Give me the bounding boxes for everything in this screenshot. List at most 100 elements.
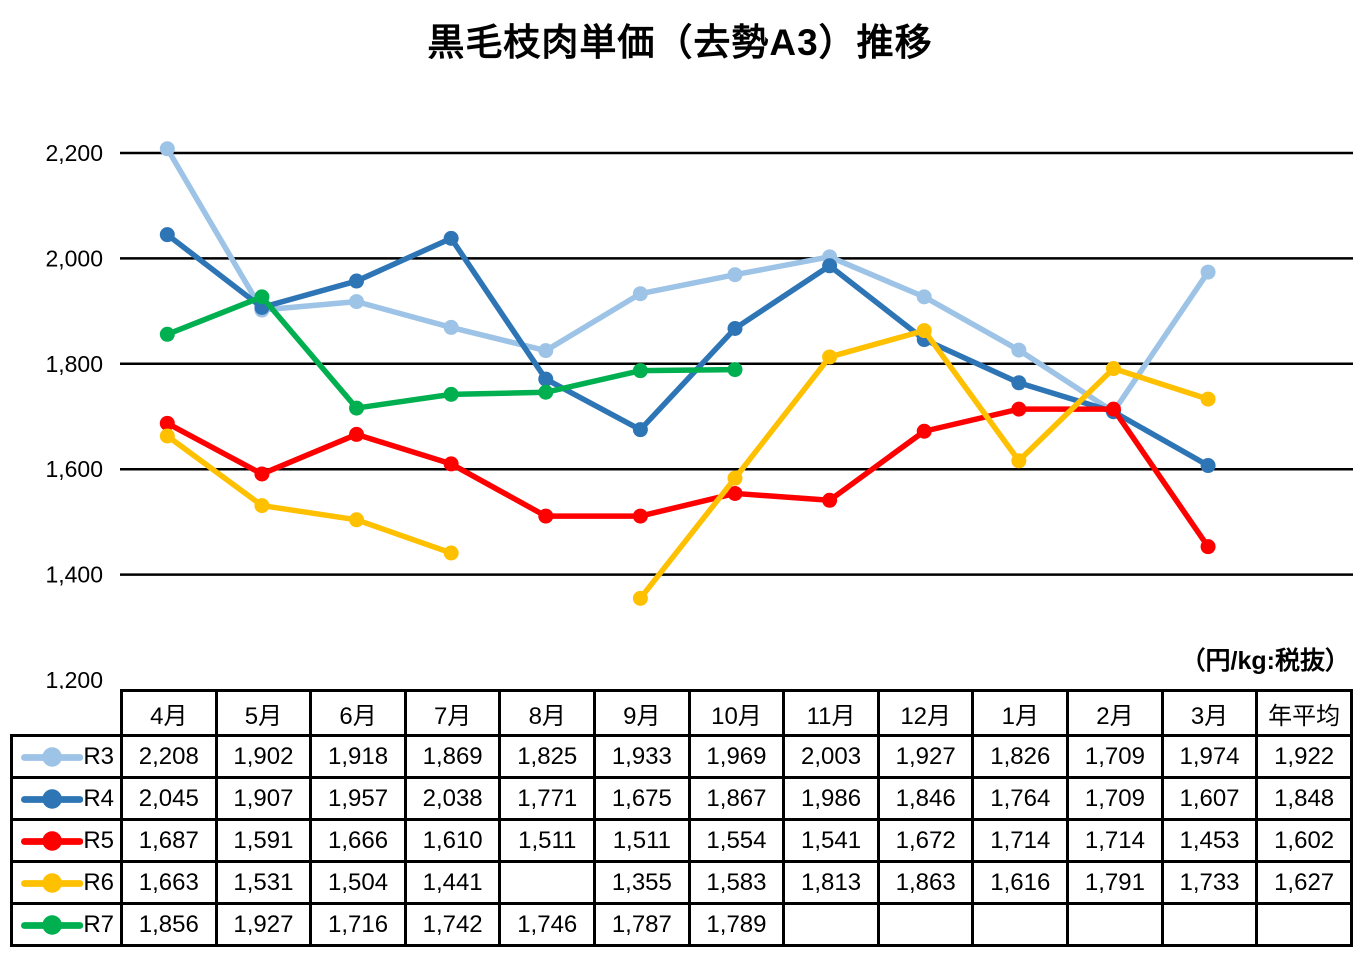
legend-label: R7 [83,910,114,938]
value-cell: 1,856 [120,902,218,947]
legend-cell-R6: R6 [10,860,123,905]
table-row-R5: R5 1,687 1,591 1,666 1,610 1,511 1,511 1,554 1,5… [10,818,1353,863]
data-point-R3 [916,289,932,305]
value-cell: 1,742 [403,902,502,947]
value-cell: 1,867 [687,776,786,821]
data-point-R5 [1105,401,1121,417]
data-point-R7 [254,289,270,305]
value-cell: 1,771 [498,776,597,821]
value-cell: 1,848 [1255,776,1353,821]
value-cell: 1,714 [1066,818,1164,863]
value-cell: 1,922 [1255,734,1353,779]
value-cell: 1,355 [593,860,691,905]
value-cell: 1,902 [214,734,313,779]
table-row-R6: R6 1,663 1,531 1,504 1,441 1,355 1,583 1,813 1,8… [10,860,1353,905]
value-cell: 2,038 [403,776,502,821]
value-cell: 1,716 [309,902,407,947]
data-point-R5 [349,426,365,442]
value-cell [498,860,597,905]
value-cell: 1,672 [876,818,975,863]
y-tick-label: 1,800 [45,351,103,377]
column-header: 9月 [593,689,691,737]
value-cell: 1,607 [1160,776,1259,821]
legend-label: R3 [83,742,114,770]
value-cell: 1,591 [214,818,313,863]
header-row: 4月 5月 6月 7月 8月 9月 10月 11月 12月 1月 2月 3月 年平均 [11,689,1353,737]
value-cell: 1,846 [876,776,975,821]
data-point-R6 [1105,361,1121,377]
legend-label: R6 [83,868,114,896]
value-cell: 1,627 [1255,860,1353,905]
value-cell: 1,453 [1160,818,1259,863]
data-point-R5 [1200,539,1216,555]
column-header: 7月 [403,689,502,737]
legend-cell-R3: R3 [10,734,123,779]
data-point-R4 [349,273,365,289]
data-point-R7 [538,384,554,400]
value-cell: 2,003 [782,734,880,779]
data-point-R7 [632,363,648,379]
column-header: 4月 [120,689,218,737]
value-cell: 1,863 [876,860,975,905]
value-cell: 1,826 [971,734,1070,779]
value-cell: 1,610 [403,818,502,863]
data-point-R7 [443,386,459,402]
value-cell: 2,208 [120,734,218,779]
value-cell [1066,902,1164,947]
y-tick-label: 2,000 [45,245,103,271]
series-line-R6 [164,433,454,556]
y-axis-tick-labels: 2,200 2,000 1,800 1,600 1,400 1,200 [45,140,103,689]
legend-label: R4 [83,784,114,812]
data-point-R5 [822,492,838,508]
data-point-R6 [1011,453,1027,469]
price-data-table: 4月 5月 6月 7月 8月 9月 10月 11月 12月 1月 2月 3月 年平均 R3 2,208 1,… [10,689,1353,947]
value-cell: 1,927 [876,734,975,779]
data-point-R4 [632,422,648,438]
value-cell [1160,902,1259,947]
value-cell [1255,902,1353,947]
value-cell: 1,957 [309,776,407,821]
data-point-R6 [349,512,365,528]
value-cell: 1,583 [687,860,786,905]
legend-inner: R4 [21,781,114,817]
value-cell [782,902,880,947]
value-cell: 1,602 [1255,818,1353,863]
y-tick-label: 2,200 [45,140,103,166]
table-row-R7: R7 1,856 1,927 1,716 1,742 1,746 1,787 1,789 [10,902,1353,947]
data-point-R6 [727,470,743,486]
data-point-R5 [632,508,648,524]
value-cell: 1,746 [498,902,597,947]
data-point-R4 [1200,458,1216,474]
data-point-R4 [1011,375,1027,391]
legend-marker-icon [21,746,84,767]
data-point-R5 [727,485,743,501]
value-cell [876,902,975,947]
value-cell: 1,764 [971,776,1070,821]
data-point-R4 [822,258,838,274]
data-point-R6 [1200,391,1216,407]
series-line-R4 [164,231,1211,469]
value-cell: 1,974 [1160,734,1259,779]
data-point-R6 [632,590,648,606]
corner-cell [11,690,122,736]
value-cell: 1,531 [214,860,313,905]
value-cell [971,902,1070,947]
column-header: 10月 [687,689,786,737]
legend-marker-icon [21,830,84,851]
data-point-R5 [159,415,175,431]
data-point-R4 [727,320,743,336]
data-point-R3 [538,343,554,359]
column-header: 1月 [971,689,1070,737]
data-point-R6 [822,349,838,365]
value-cell: 1,918 [309,734,407,779]
y-tick-label: 1,200 [45,667,103,689]
column-header: 3月 [1160,689,1259,737]
series-R4 [159,227,1216,474]
column-header: 8月 [498,689,597,737]
value-cell: 1,511 [593,818,691,863]
column-header: 2月 [1066,689,1164,737]
value-cell: 1,441 [403,860,502,905]
value-cell: 1,666 [309,818,407,863]
chart-title: 黒毛枝肉単価（去勢A3）推移 [427,22,933,63]
table-head: 4月 5月 6月 7月 8月 9月 10月 11月 12月 1月 2月 3月 年平均 [11,689,1353,737]
